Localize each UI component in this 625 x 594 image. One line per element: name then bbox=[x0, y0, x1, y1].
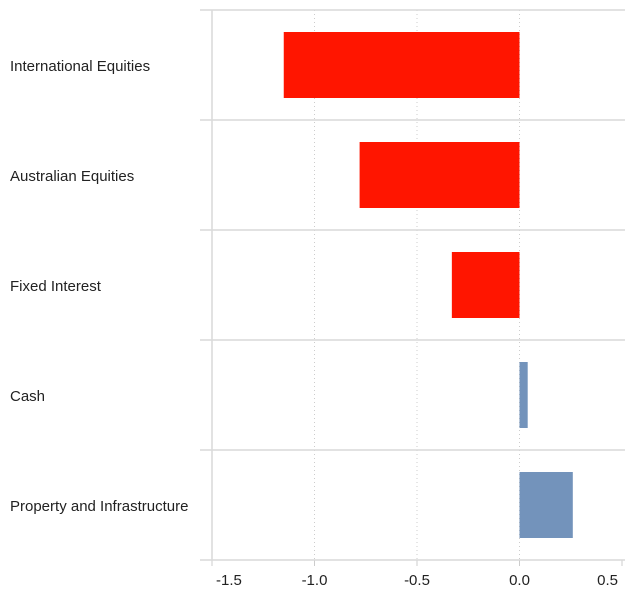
y-tick-label: Fixed Interest bbox=[10, 278, 102, 295]
x-tick-label: -0.5 bbox=[404, 572, 430, 589]
y-tick-label: Property and Infrastructure bbox=[10, 498, 188, 515]
y-tick-label: Cash bbox=[10, 388, 45, 405]
x-tick-label: -1.5 bbox=[216, 572, 242, 589]
y-tick-label: International Equities bbox=[10, 58, 150, 75]
bar bbox=[283, 32, 520, 98]
x-tick-label: 0.0 bbox=[509, 572, 530, 589]
x-tick-label: 0.5 bbox=[597, 572, 618, 589]
bar bbox=[519, 472, 573, 538]
bar bbox=[451, 252, 520, 318]
y-tick-label: Australian Equities bbox=[10, 168, 134, 185]
bar bbox=[359, 142, 520, 208]
x-tick-label: -1.0 bbox=[302, 572, 328, 589]
bar bbox=[519, 362, 528, 428]
